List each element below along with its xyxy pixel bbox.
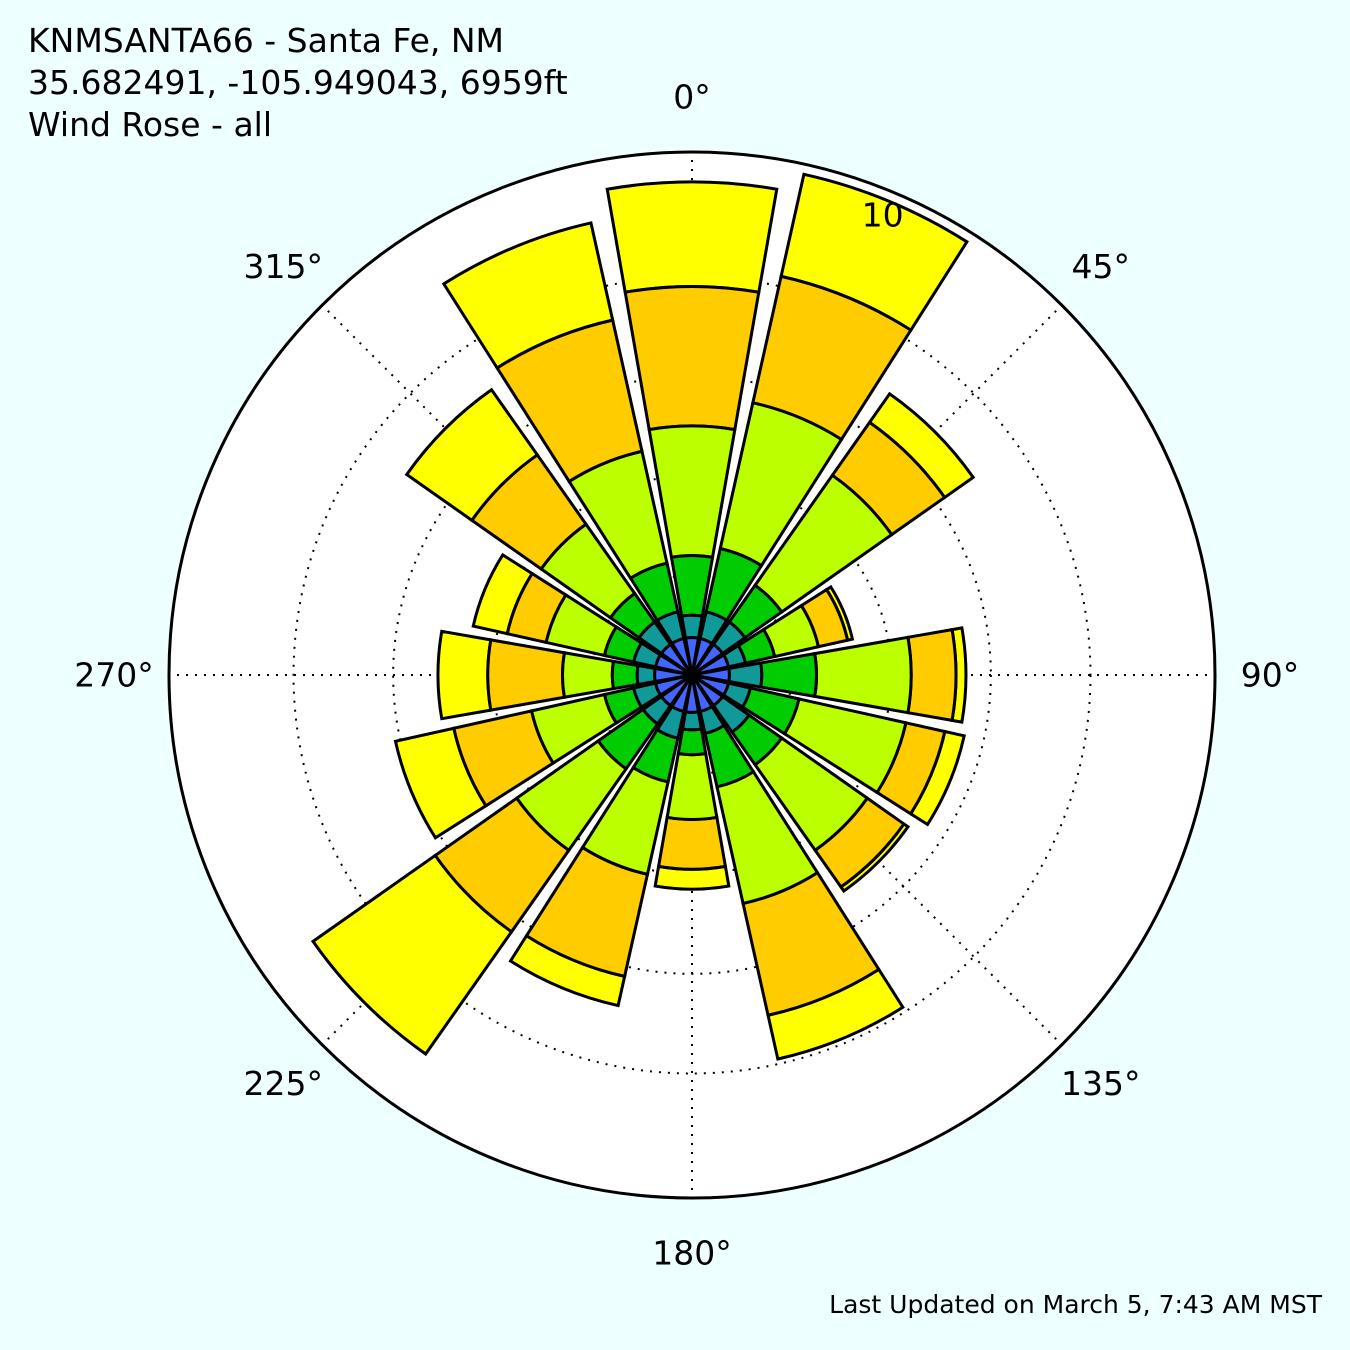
radial-gridline (292, 275, 1092, 1075)
wind-rose-bar (653, 666, 693, 684)
radial-tick-label: 10 (862, 195, 904, 234)
wind-rose-bar (635, 663, 657, 687)
wind-rose-bar (436, 629, 493, 721)
angle-tick-label: 315° (244, 247, 324, 286)
wind-rose-bar (659, 642, 694, 677)
wind-rose-bar (691, 666, 731, 684)
wind-rose-bar (906, 627, 958, 723)
wind-rose-bar (690, 642, 725, 677)
angle-tick-label: 0° (673, 78, 711, 117)
wind-rose-bar (653, 673, 693, 698)
wind-rose-bar (669, 636, 694, 676)
wind-rose-bar (659, 673, 694, 708)
wind-rose-bar (680, 710, 704, 732)
angle-tick-label: 45° (1071, 247, 1130, 286)
wind-rose-bar (676, 727, 708, 757)
wind-rose-bar (486, 638, 567, 712)
wind-rose-bar (690, 674, 715, 714)
last-updated-text: Last Updated on March 5, 7:43 AM MST (829, 1290, 1322, 1319)
wind-rose-bar (683, 636, 701, 676)
angle-tick-label: 225° (244, 1064, 324, 1103)
angle-tick-label: 180° (652, 1234, 732, 1273)
wind-rose-bar (623, 285, 761, 432)
wind-rose-bar (610, 659, 640, 691)
polar-frame (167, 150, 1217, 1200)
angle-tick-label: 135° (1061, 1064, 1141, 1103)
angle-tick-label: 90° (1241, 656, 1300, 695)
wind-rose-bar (691, 652, 731, 677)
wind-rose-bar (690, 673, 725, 708)
wind-rose-bar (679, 613, 705, 640)
angle-tick-label: 270° (74, 656, 154, 695)
wind-rose-bar (605, 180, 779, 295)
center-point (690, 673, 694, 677)
chart-title: Wind Rose - all (28, 105, 273, 144)
wind-rose-bar (561, 650, 616, 700)
chart-title-block: KNMSANTA66 - Santa Fe, NM 35.682491, -10… (28, 20, 568, 146)
station-coordinates: 35.682491, -105.949043, 6959ft (28, 63, 568, 102)
station-name: KNMSANTA66 - Santa Fe, NM (28, 21, 505, 60)
wind-rose-bar (656, 815, 728, 871)
wind-rose-bar (683, 674, 701, 714)
